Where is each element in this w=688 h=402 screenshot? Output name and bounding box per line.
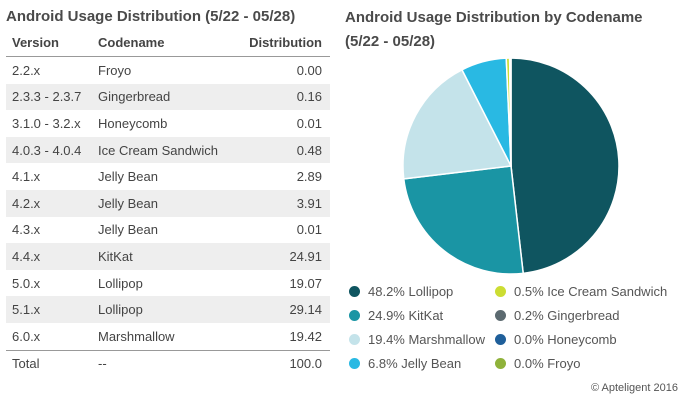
cell-distribution: 0.48 xyxy=(242,136,330,164)
legend-item-froyo: 0.0% Froyo xyxy=(495,354,675,373)
legend-label: 0.0% Froyo xyxy=(514,356,581,371)
legend-swatch xyxy=(495,334,506,345)
table-row: 4.3.x Jelly Bean 0.01 xyxy=(6,216,330,244)
cell-distribution: 24.91 xyxy=(242,243,330,270)
distribution-table-panel: Android Usage Distribution (5/22 - 05/28… xyxy=(6,6,330,378)
cell-version: 5.1.x xyxy=(6,296,94,323)
table-header-row: Version Codename Distribution xyxy=(6,28,330,57)
cell-codename: Jelly Bean xyxy=(94,189,242,217)
header-version: Version xyxy=(6,28,94,57)
legend-item-ice-cream-sandwich: 0.5% Ice Cream Sandwich xyxy=(495,282,675,301)
legend-swatch xyxy=(495,310,506,321)
legend-swatch xyxy=(349,286,360,297)
cell-codename: Ice Cream Sandwich xyxy=(94,136,242,164)
cell-version: 2.2.x xyxy=(6,56,94,84)
table-row: 4.0.3 - 4.0.4 Ice Cream Sandwich 0.48 xyxy=(6,136,330,164)
pie-slice-gingerbread xyxy=(508,57,512,167)
cell-version: 2.3.3 - 2.3.7 xyxy=(6,83,94,111)
cell-codename: Lollipop xyxy=(94,269,242,297)
legend-label: 24.9% KitKat xyxy=(368,308,444,323)
table-row: 2.3.3 - 2.3.7 Gingerbread 0.16 xyxy=(6,83,330,111)
legend-swatch xyxy=(495,358,506,369)
legend-item-honeycomb: 0.0% Honeycomb xyxy=(495,330,675,349)
cell-distribution: 0.01 xyxy=(242,216,330,244)
header-codename: Codename xyxy=(94,28,242,57)
pie-slice-kitkat xyxy=(402,165,525,275)
cell-codename: KitKat xyxy=(94,243,242,270)
cell-distribution: 0.00 xyxy=(242,56,330,84)
total-distribution: 100.0 xyxy=(242,349,330,378)
cell-codename: Jelly Bean xyxy=(94,163,242,190)
legend-item-kitkat: 24.9% KitKat xyxy=(349,306,495,325)
pie-chart-panel: Android Usage Distribution by Codename (… xyxy=(345,6,685,402)
pie-chart xyxy=(402,57,620,275)
legend-label: 19.4% Marshmallow xyxy=(368,332,486,347)
cell-codename: Jelly Bean xyxy=(94,216,242,244)
legend-label: 6.8% Jelly Bean xyxy=(368,356,462,371)
cell-version: 3.1.0 - 3.2.x xyxy=(6,110,94,137)
legend-swatch xyxy=(349,310,360,321)
table-row: 4.4.x KitKat 24.91 xyxy=(6,243,330,270)
table-row: 5.0.x Lollipop 19.07 xyxy=(6,269,330,297)
legend-item-jelly-bean: 6.8% Jelly Bean xyxy=(349,354,495,373)
cell-codename: Honeycomb xyxy=(94,110,242,137)
table-row: 4.1.x Jelly Bean 2.89 xyxy=(6,163,330,190)
table-row: 2.2.x Froyo 0.00 xyxy=(6,56,330,84)
cell-codename: Marshmallow xyxy=(94,322,242,351)
distribution-table: Version Codename Distribution 2.2.x Froy… xyxy=(6,28,330,378)
legend-item-marshmallow: 19.4% Marshmallow xyxy=(349,330,495,349)
cell-codename: Gingerbread xyxy=(94,83,242,111)
cell-distribution: 2.89 xyxy=(242,163,330,190)
legend-swatch xyxy=(495,286,506,297)
cell-version: 4.4.x xyxy=(6,243,94,270)
copyright-credit: © Apteligent 2016 xyxy=(590,382,678,394)
cell-distribution: 0.16 xyxy=(242,83,330,111)
cell-distribution: 29.14 xyxy=(242,296,330,323)
cell-version: 4.0.3 - 4.0.4 xyxy=(6,136,94,164)
cell-version: 6.0.x xyxy=(6,322,94,351)
legend-item-lollipop: 48.2% Lollipop xyxy=(349,282,495,301)
table-row: 6.0.x Marshmallow 19.42 xyxy=(6,322,330,351)
table-row: 5.1.x Lollipop 29.14 xyxy=(6,296,330,323)
cell-distribution: 19.07 xyxy=(242,269,330,297)
cell-version: 5.0.x xyxy=(6,269,94,297)
table-title: Android Usage Distribution (5/22 - 05/28… xyxy=(6,8,296,25)
legend-swatch xyxy=(349,334,360,345)
legend-swatch xyxy=(349,358,360,369)
cell-version: 4.1.x xyxy=(6,163,94,190)
cell-distribution: 19.42 xyxy=(242,322,330,351)
legend-label: 48.2% Lollipop xyxy=(368,284,454,299)
header-distribution: Distribution xyxy=(242,28,330,57)
legend-label: 0.0% Honeycomb xyxy=(514,332,617,347)
cell-codename: Froyo xyxy=(94,56,242,84)
cell-version: 4.3.x xyxy=(6,216,94,244)
chart-title: Android Usage Distribution by Codename (… xyxy=(345,9,643,50)
pie-slice-lollipop xyxy=(510,57,620,275)
cell-distribution: 3.91 xyxy=(242,189,330,217)
total-codename: -- xyxy=(94,349,242,378)
cell-version: 4.2.x xyxy=(6,189,94,217)
table-row: 4.2.x Jelly Bean 3.91 xyxy=(6,189,330,217)
table-total-row: Total -- 100.0 xyxy=(6,349,330,378)
legend-item-gingerbread: 0.2% Gingerbread xyxy=(495,306,675,325)
chart-legend: 48.2% Lollipop 0.5% Ice Cream Sandwich 2… xyxy=(349,282,679,373)
table-row: 3.1.0 - 3.2.x Honeycomb 0.01 xyxy=(6,110,330,137)
pie-slice-marshmallow xyxy=(402,68,513,180)
cell-distribution: 0.01 xyxy=(242,110,330,137)
total-label: Total xyxy=(6,349,94,378)
legend-label: 0.5% Ice Cream Sandwich xyxy=(514,284,668,299)
cell-codename: Lollipop xyxy=(94,296,242,323)
legend-label: 0.2% Gingerbread xyxy=(514,308,620,323)
